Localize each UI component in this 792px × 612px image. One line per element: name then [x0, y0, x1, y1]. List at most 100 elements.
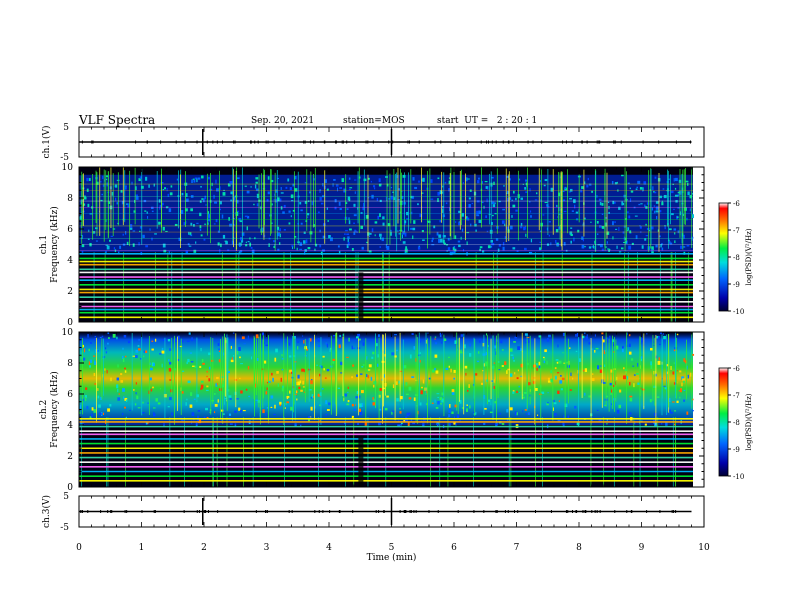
ch1-spectrum-noise-speck	[122, 233, 124, 236]
ch1-spectrum-noise-speck	[213, 223, 216, 225]
ch1-spectrum-noise-speck	[655, 244, 658, 248]
ch1-spectrum-noise-speck	[609, 248, 611, 251]
ch2-spectrum-noise-speck	[86, 406, 89, 410]
ch2-spectrum-noise-speck	[266, 387, 268, 391]
ch1-spectrum-noise-speck	[304, 201, 308, 204]
ch1-spectrum-noise-speck	[360, 225, 363, 229]
ch2-spectrum-noise-speck	[359, 411, 363, 416]
ch2-spectrum-noise-speck	[516, 390, 518, 394]
ch2-spectrum-noise-speck	[635, 372, 639, 375]
ch2-spectrum-noise-speck	[536, 363, 538, 366]
ch1-spectrum-noise-speck	[402, 241, 406, 244]
ch2-spectrum-noise-speck	[526, 336, 530, 339]
ch2-spectrum-noise-speck	[303, 369, 306, 373]
ch1-spectrum-noise-speck	[213, 194, 215, 199]
ch2-spectrum-noise-speck	[220, 409, 224, 412]
ch2-spectrum-noise-speck	[558, 400, 560, 403]
ch2-spectrum-noise-speck	[104, 347, 107, 350]
ch1-spectrum-noise-speck	[599, 201, 602, 206]
ch1-spectrum-noise-speck	[477, 180, 480, 184]
ch1-spectrum-noise-speck	[125, 230, 127, 235]
ch1-spectrum-noise-speck	[388, 197, 390, 200]
ch2-spectrum-noise-speck	[132, 355, 136, 357]
ch2-spectrum-noise-speck	[588, 341, 592, 345]
ch2-spectrum-noise-speck	[547, 377, 550, 380]
ch1-spectrum-noise-speck	[244, 215, 248, 218]
ch1-spectrum-noise-speck	[491, 201, 495, 205]
ch1-spectrum-noise-speck	[493, 181, 495, 186]
ch2-spectrum-noise-speck	[678, 390, 681, 392]
ch1-spectrum-noise-speck	[256, 193, 259, 195]
ch2-spectrum-noise-speck	[224, 398, 228, 400]
ch2-spectrum-noise-speck	[679, 396, 681, 399]
ch1-spectrum-noise-speck	[659, 195, 662, 199]
ch1-spectrum-noise-speck	[510, 225, 513, 230]
ch2-spectrum-noise-speck	[436, 423, 439, 428]
ch1-spectrum-noise-speck	[353, 214, 357, 217]
ch2-spectrum-noise-speck	[398, 380, 400, 384]
ch1-spectrum-noise-speck	[410, 227, 413, 230]
ch1-spectrum-noise-speck	[255, 181, 258, 184]
ch1-spectrum-noise-speck	[422, 239, 425, 241]
ch2-spectrum-noise-speck	[673, 423, 676, 426]
ch1-spectrum-noise-speck	[366, 241, 368, 244]
ch1-spectrum-noise-speck	[471, 202, 474, 205]
ch2-spectrum-noise-speck	[517, 369, 520, 372]
ch1-spectrum-noise-speck	[558, 213, 561, 215]
ch1-spectrum-noise-speck	[654, 176, 657, 179]
ch2-spectrum-noise-speck	[154, 338, 157, 342]
ch2-spectrum-noise-speck	[229, 398, 232, 400]
ch1-spectrum-noise-speck	[569, 198, 572, 200]
y-axis-label: ch.1(V)	[41, 126, 52, 159]
ch2-spectrum-noise-speck	[504, 361, 507, 366]
ch2-spectrum-noise-speck	[408, 397, 412, 400]
ch1-spectrum-noise-speck	[410, 211, 413, 215]
ch2-spectrum-noise-speck	[133, 389, 135, 391]
ch2-spectrum-noise-speck	[666, 371, 669, 375]
ch1-spectrum-noise-speck	[564, 186, 567, 190]
ch2-spectrum-noise-speck	[168, 361, 172, 365]
y-tick-label: 0	[67, 318, 73, 328]
x-tick-label: 2	[201, 543, 207, 553]
ch2-spectrum-noise-speck	[689, 372, 693, 377]
ch1-spectrum-noise-speck	[385, 244, 388, 248]
ch2-spectrum-noise-speck	[525, 341, 527, 344]
ch1-spectrum-noise-speck	[452, 247, 455, 251]
ch1-spectrum-noise-speck	[546, 204, 549, 207]
ch2-spectrum-noise-speck	[615, 345, 619, 350]
ch1-spectrum-noise-speck	[347, 238, 349, 243]
ch2-spectrum-noise-speck	[358, 408, 361, 412]
ch1-spectrum-noise-speck	[418, 180, 420, 183]
ch2-spectrum-noise-speck	[562, 352, 564, 354]
ch1-spectrum-noise-speck	[406, 218, 409, 220]
ch1-spectrum-noise-speck	[95, 240, 98, 242]
ch1-spectrum-noise-speck	[87, 203, 90, 208]
ch2-spectrum-noise-speck	[317, 338, 320, 342]
ch2-spectrum-noise-speck	[196, 394, 199, 398]
ch1-spectrum-noise-speck	[651, 246, 654, 251]
ch1-spectrum-noise-speck	[667, 178, 670, 180]
ch1-spectrum-noise-speck	[169, 192, 173, 196]
ch2-spectrum-noise-speck	[185, 402, 187, 406]
ch1-spectrum-noise-speck	[631, 242, 634, 245]
ch2-spectrum-noise-speck	[412, 422, 416, 425]
ch1-spectrum-noise-speck	[442, 185, 444, 188]
ch2-spectrum-noise-speck	[319, 420, 322, 422]
ch2-spectrum-noise-speck	[228, 395, 232, 398]
ch2-spectrum-noise-speck	[448, 422, 451, 426]
ch2-spectrum-noise-speck	[650, 347, 653, 351]
ch2-spectrum-noise-speck	[373, 398, 375, 402]
ch1-spectrum-noise-speck	[233, 196, 236, 201]
ch1-spectrum-noise-speck	[474, 223, 477, 227]
ch2-spectrum-noise-speck	[676, 370, 678, 372]
ch2-spectrum-noise-speck	[591, 373, 594, 375]
ch1-spectrum-noise-speck	[227, 183, 231, 187]
ch2-spectrum-noise-speck	[110, 377, 112, 382]
ch2-spectrum-noise-speck	[555, 359, 559, 361]
ch2-spectrum-noise-speck	[514, 336, 518, 339]
ch2-spectrum-noise-speck	[513, 341, 516, 343]
ch2-spectrum-noise-speck	[547, 380, 551, 383]
ch1-spectrum-noise-speck	[379, 233, 382, 237]
ch2-spectrum-noise-speck	[112, 333, 116, 338]
ch2-spectrum-noise-speck	[353, 408, 357, 411]
